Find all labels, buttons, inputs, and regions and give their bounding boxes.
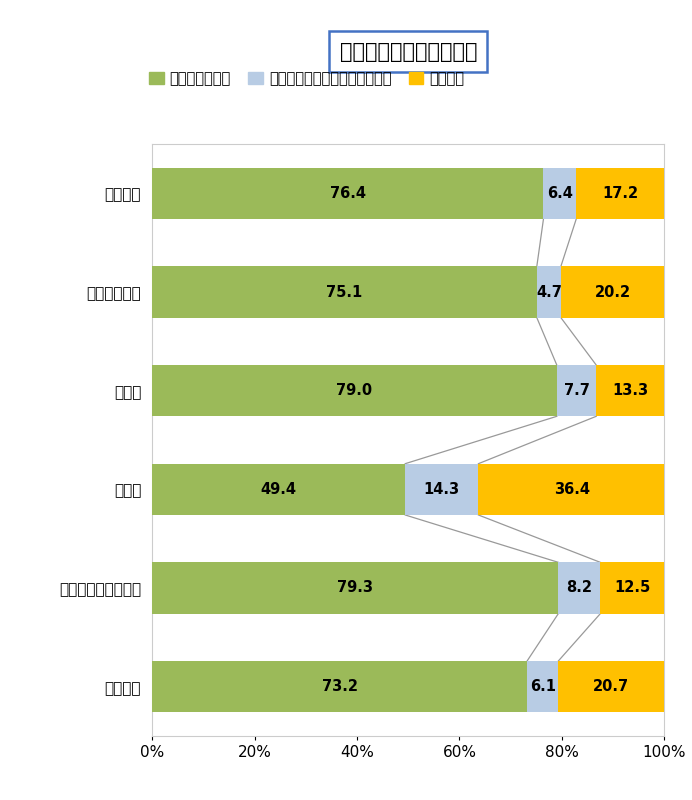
Bar <box>543 168 576 219</box>
Bar <box>527 661 558 712</box>
Title: インターンシップの形式: インターンシップの形式 <box>340 42 477 62</box>
Bar <box>557 365 597 416</box>
Text: 79.0: 79.0 <box>336 383 372 398</box>
Text: 14.3: 14.3 <box>424 482 460 497</box>
Text: 75.1: 75.1 <box>327 285 363 299</box>
Bar <box>600 562 664 614</box>
Text: 79.3: 79.3 <box>337 581 373 595</box>
Text: 13.3: 13.3 <box>612 383 648 398</box>
Bar <box>558 562 600 614</box>
Bar <box>152 365 557 416</box>
Text: 17.2: 17.2 <box>602 186 638 201</box>
Bar <box>597 365 664 416</box>
Text: 20.7: 20.7 <box>593 679 630 694</box>
Text: 8.2: 8.2 <box>566 581 592 595</box>
Text: 49.4: 49.4 <box>261 482 297 497</box>
Bar <box>558 661 664 712</box>
Text: 7.7: 7.7 <box>563 383 590 398</box>
Bar <box>561 266 664 318</box>
Text: 4.7: 4.7 <box>536 285 562 299</box>
Text: 12.5: 12.5 <box>614 581 650 595</box>
Bar <box>152 661 527 712</box>
Bar <box>478 464 665 515</box>
Legend: オンラインのみ, オンラインと対面の組み合わせ, 対面のみ: オンラインのみ, オンラインと対面の組み合わせ, 対面のみ <box>149 71 464 86</box>
Text: 76.4: 76.4 <box>330 186 366 201</box>
Bar <box>152 562 558 614</box>
Text: 20.2: 20.2 <box>594 285 630 299</box>
Bar <box>152 266 537 318</box>
Bar <box>152 168 543 219</box>
Bar <box>152 464 406 515</box>
Text: 6.4: 6.4 <box>547 186 573 201</box>
Bar <box>576 168 664 219</box>
Bar <box>406 464 478 515</box>
Text: 73.2: 73.2 <box>322 679 358 694</box>
Text: 6.1: 6.1 <box>529 679 556 694</box>
Bar <box>537 266 561 318</box>
Text: 36.4: 36.4 <box>554 482 590 497</box>
